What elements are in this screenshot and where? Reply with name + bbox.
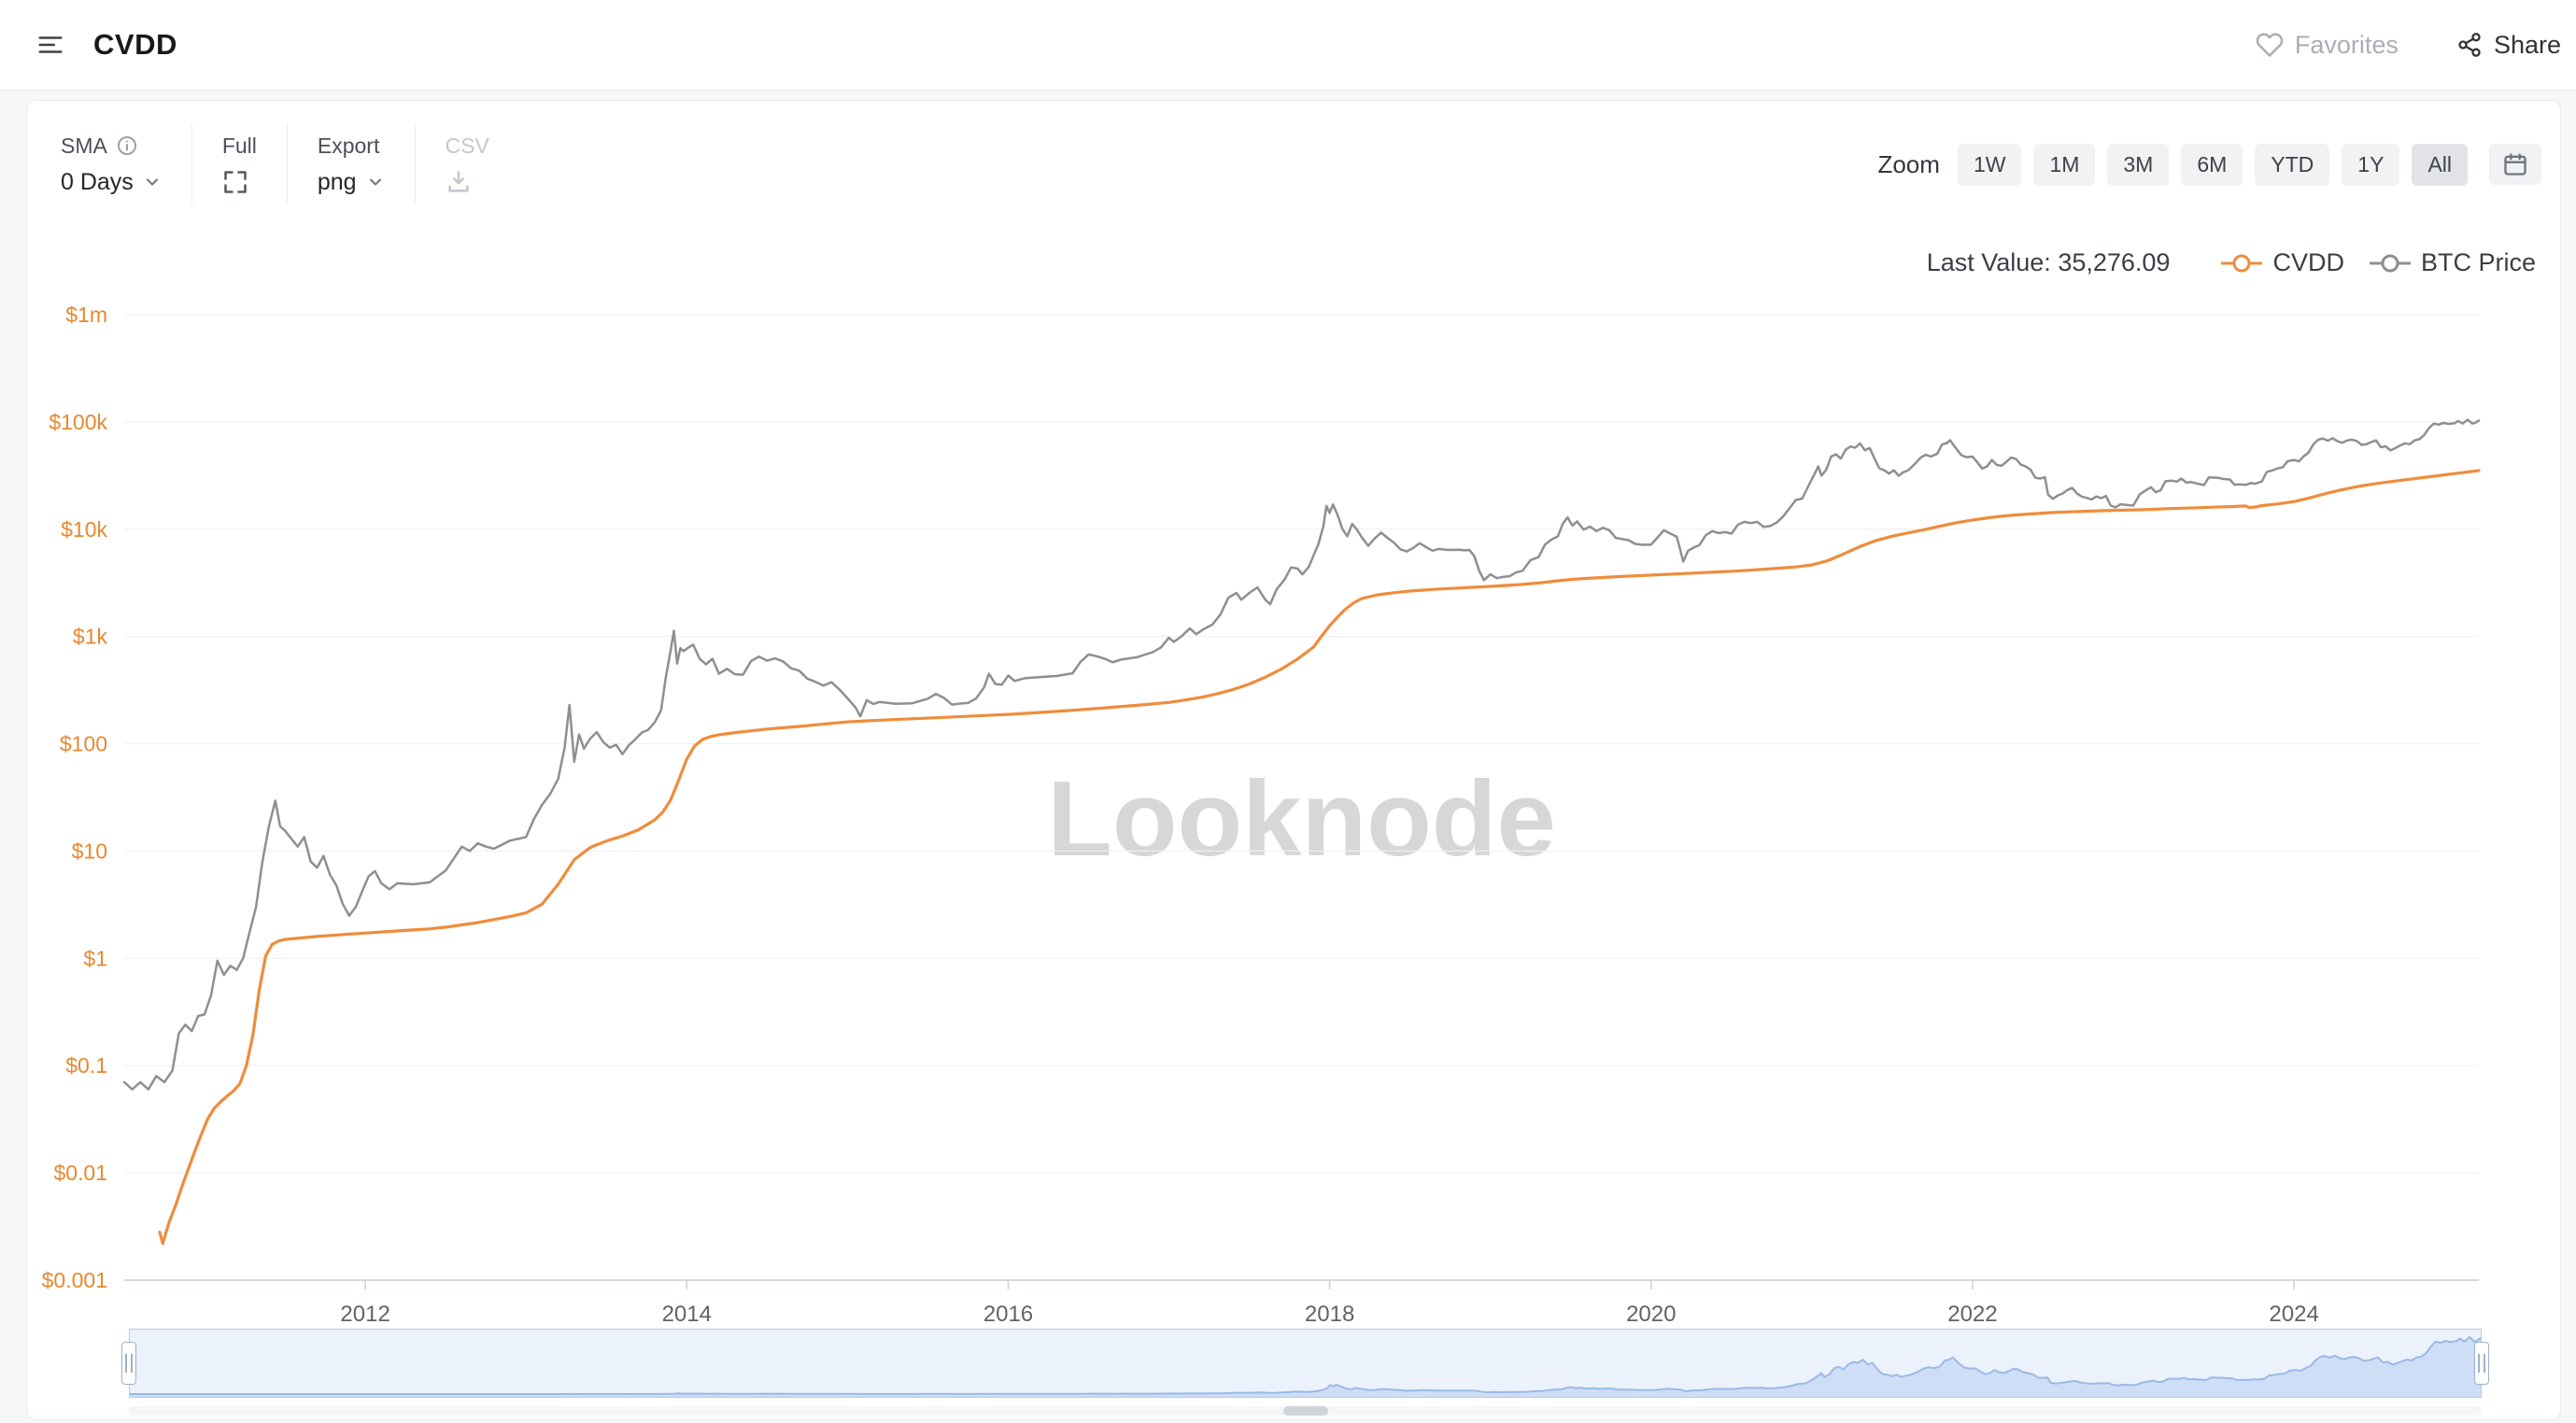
zoom-controls: Zoom 1W 1M 3M 6M YTD 1Y All: [1877, 143, 2541, 186]
download-icon: [447, 171, 469, 192]
zoom-button-6m[interactable]: 6M: [2181, 143, 2243, 186]
heart-icon: [2256, 33, 2284, 57]
legend: Last Value: 35,276.09 CVDD BTC Price: [1927, 248, 2536, 277]
zoom-button-1w[interactable]: 1W: [1957, 143, 2022, 186]
navigator-svg: [130, 1335, 2481, 1397]
csv-control: CSV: [446, 134, 489, 195]
chart-plot-area[interactable]: Looknode $1m $100k $10k $1k $100 $10 $1 $0.1 $0.0…: [27, 284, 2560, 1331]
chart-scrollbar-thumb[interactable]: [1282, 1406, 1328, 1416]
legend-label: BTC Price: [2420, 248, 2536, 276]
y-axis-label: $0.1: [65, 1053, 107, 1078]
menu-icon: [38, 36, 63, 53]
chevron-down-icon: [146, 178, 158, 186]
chevron-down-icon: [369, 178, 381, 186]
chart-card: SMA 0 Days Full: [26, 100, 2561, 1420]
fullscreen-control: Full: [222, 134, 257, 195]
navigator-area: [130, 1337, 2481, 1397]
y-axis-label: $10k: [61, 517, 107, 542]
last-value-number: 35,276.09: [2058, 248, 2171, 276]
sma-label: SMA: [61, 133, 107, 158]
zoom-label: Zoom: [1877, 149, 1940, 178]
export-format-dropdown[interactable]: png: [318, 169, 385, 196]
fullscreen-label: Full: [221, 134, 257, 158]
x-axis-label: 2020: [1626, 1302, 1676, 1327]
zoom-button-1y[interactable]: 1Y: [2342, 143, 2400, 186]
legend-marker-btc: [2369, 254, 2411, 272]
last-value-label: Last Value:: [1926, 248, 2051, 276]
csv-label: CSV: [445, 134, 489, 158]
sma-dropdown[interactable]: 0 Days: [61, 169, 162, 196]
y-axis-label: $0.01: [53, 1161, 107, 1185]
info-icon[interactable]: [116, 134, 138, 157]
fullscreen-icon: [224, 171, 247, 193]
y-axis-label: $1m: [65, 303, 107, 327]
x-axis-label: 2024: [2269, 1302, 2318, 1327]
calendar-icon: [2504, 153, 2526, 176]
csv-download-button[interactable]: [446, 169, 472, 195]
y-axis-label: $100k: [49, 410, 107, 434]
series-line-btc-price: [122, 418, 2481, 1091]
share-label: Share: [2493, 30, 2561, 59]
legend-item-btc-price[interactable]: BTC Price: [2369, 248, 2536, 277]
chart-svg: Looknode $1m $100k $10k $1k $100 $10 $1 $0.1 $0.0…: [42, 303, 2481, 1327]
fullscreen-button[interactable]: [222, 169, 248, 195]
chart-scrollbar: [129, 1406, 2482, 1416]
date-range-button[interactable]: [2489, 144, 2541, 185]
sma-value: 0 Days: [61, 168, 134, 195]
x-axis-label: 2018: [1305, 1302, 1354, 1327]
navigator-line: [130, 1335, 2481, 1396]
toolbar-divider: [286, 123, 288, 205]
navigator-handle-right[interactable]: [2474, 1342, 2489, 1385]
zoom-button-1m[interactable]: 1M: [2033, 143, 2096, 186]
sma-control: SMA 0 Days: [61, 134, 162, 196]
menu-button[interactable]: [28, 22, 73, 67]
zoom-button-all[interactable]: All: [2412, 143, 2468, 186]
page-title: CVDD: [93, 28, 177, 61]
x-axis-label: 2016: [984, 1302, 1033, 1327]
export-label: Export: [317, 133, 380, 158]
export-format-value: png: [317, 168, 357, 195]
legend-marker-cvdd: [2221, 254, 2263, 272]
toolbar: SMA 0 Days Full: [61, 123, 2541, 205]
y-axis-label: $100: [60, 732, 107, 756]
y-axis-label: $1: [83, 946, 107, 970]
legend-label: CVDD: [2272, 248, 2344, 276]
toolbar-divider: [191, 123, 192, 205]
watermark: Looknode: [1047, 760, 1556, 879]
share-button[interactable]: Share: [2456, 31, 2561, 60]
x-axis-label: 2012: [340, 1302, 389, 1327]
header: CVDD Favorites Share: [0, 0, 2576, 91]
toolbar-divider: [414, 123, 416, 205]
favorites-button[interactable]: Favorites: [2256, 31, 2399, 60]
y-axis-label: $1k: [73, 625, 108, 649]
navigator-handle-left[interactable]: [121, 1342, 136, 1385]
export-control: Export png: [318, 134, 385, 196]
last-value: Last Value: 35,276.09: [1927, 248, 2171, 277]
range-navigator[interactable]: [121, 1329, 2489, 1398]
y-axis-label: $0.001: [42, 1268, 107, 1292]
zoom-buttons: 1W 1M 3M 6M YTD 1Y All: [1957, 143, 2468, 186]
share-icon: [2458, 33, 2481, 57]
x-axis-label: 2014: [662, 1302, 712, 1327]
zoom-button-3m[interactable]: 3M: [2107, 143, 2170, 186]
favorites-label: Favorites: [2294, 30, 2399, 59]
series-line-cvdd: [158, 469, 2481, 1246]
y-axis-label: $10: [72, 838, 107, 863]
zoom-button-ytd[interactable]: YTD: [2255, 143, 2330, 186]
x-axis-label: 2022: [1947, 1302, 1997, 1327]
legend-item-cvdd[interactable]: CVDD: [2220, 248, 2344, 277]
